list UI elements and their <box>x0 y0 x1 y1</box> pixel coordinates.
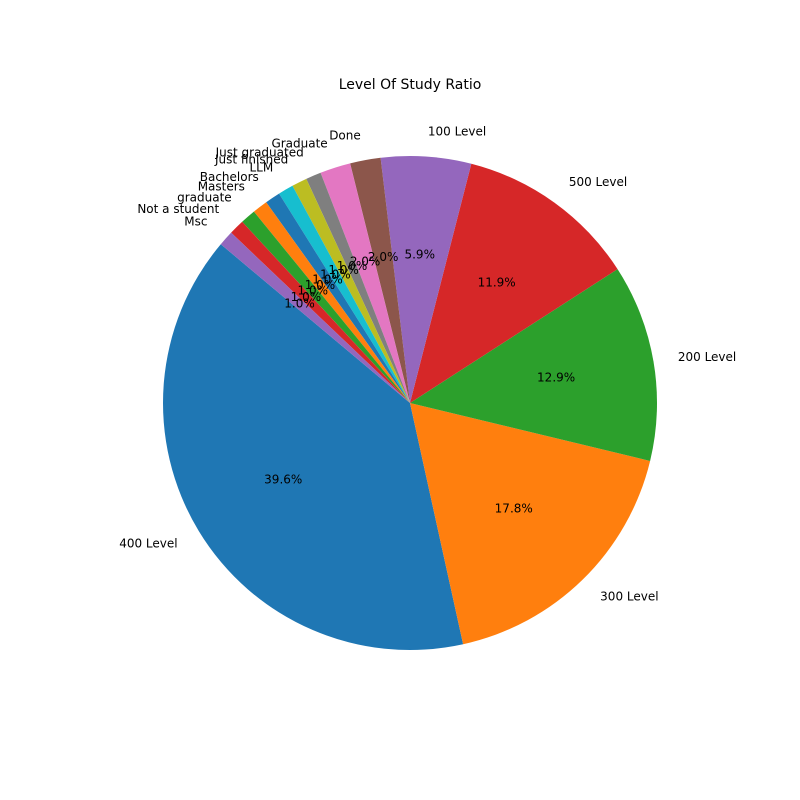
percent-label-msc: 1.0% <box>284 297 315 311</box>
percent-labels: 39.6%17.8%12.9%11.9%5.9%2.0%2.0%1.0%1.0%… <box>264 248 575 516</box>
percent-label-masters: 1.0% <box>305 278 336 292</box>
pie-slice-just-finished <box>292 178 410 403</box>
percent-label-done: 2.0% <box>368 250 399 264</box>
chart-title: Level Of Study Ratio <box>339 77 482 93</box>
pie-slices <box>162 156 658 651</box>
percent-label-just-finished: 1.0% <box>328 263 359 277</box>
slice-label-400-level: 400 Level <box>119 536 177 550</box>
slice-labels: 400 Level 300 Level 200 Level 500 Level 100 … <box>119 124 736 603</box>
percent-label-400-level: 39.6% <box>264 472 302 486</box>
percent-label-200-level: 12.9% <box>537 371 575 385</box>
slice-label-msc: Msc <box>184 214 207 228</box>
pie-slice-graduate <box>242 211 410 403</box>
percent-label-not-a-student: 1.0% <box>291 290 322 304</box>
slice-label-500-level: 500 Level <box>569 175 627 189</box>
percent-label-100-level: 5.9% <box>404 248 435 262</box>
pie-slice-llm <box>279 185 410 403</box>
slice-label-200-level: 200 Level <box>678 350 736 364</box>
slice-label-100-level: 100 Level <box>428 124 486 138</box>
percent-label-bachelors: 1.0% <box>312 272 343 286</box>
slice-label-masters: Masters <box>198 180 245 194</box>
slice-label-just-graduated: Just graduated <box>215 145 304 159</box>
slice-label-graduate: Graduate <box>271 137 327 151</box>
slice-label-just-finished: Just finished <box>214 153 288 167</box>
percent-label-300-level: 17.8% <box>495 501 533 515</box>
pie-slice-300-level <box>410 403 651 645</box>
pie-slice-done <box>350 157 410 403</box>
pie-slice-just-graduated <box>306 172 410 403</box>
slice-label-graduate: graduate <box>177 190 232 204</box>
pie-slice-not-a-student <box>231 221 410 403</box>
pie-slice-100-level <box>380 156 472 403</box>
pie-slice-msc <box>220 232 410 403</box>
percent-label-graduate: 2.0% <box>350 254 381 268</box>
slice-label-llm: LLM <box>250 161 274 175</box>
slice-label-300-level: 300 Level <box>600 590 658 604</box>
percent-label-llm: 1.0% <box>320 267 351 281</box>
percent-label-500-level: 11.9% <box>478 275 516 289</box>
pie-slice-200-level <box>410 269 658 461</box>
pie-slice-400-level <box>162 244 464 651</box>
pie-slice-500-level <box>410 163 618 403</box>
slice-label-bachelors: Bachelors <box>200 170 259 184</box>
percent-label-just-graduated: 1.0% <box>337 259 368 273</box>
pie-slice-bachelors <box>266 193 410 403</box>
slice-label-not-a-student: Not a student <box>137 202 219 216</box>
percent-label-graduate: 1.0% <box>298 284 329 298</box>
pie-slice-graduate <box>320 163 410 403</box>
slice-label-done: Done <box>329 128 361 142</box>
pie-slice-masters <box>253 202 410 403</box>
